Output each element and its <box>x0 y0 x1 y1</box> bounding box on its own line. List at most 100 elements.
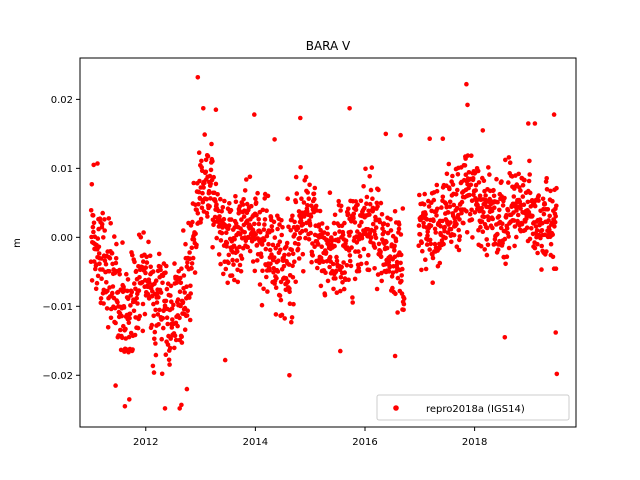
data-point <box>210 245 215 250</box>
data-point <box>553 266 559 272</box>
data-point <box>257 282 263 287</box>
data-point <box>237 244 242 250</box>
data-point <box>504 226 510 231</box>
data-point <box>372 266 377 271</box>
data-point <box>131 308 137 314</box>
data-point <box>230 257 235 263</box>
data-point <box>133 268 139 274</box>
data-point <box>182 290 187 295</box>
data-point <box>219 209 224 214</box>
data-point <box>376 187 381 193</box>
data-point <box>127 397 132 402</box>
data-point <box>298 115 303 121</box>
data-point <box>252 221 257 227</box>
data-point <box>101 301 106 306</box>
data-point <box>514 208 519 213</box>
data-point <box>220 205 226 210</box>
data-point <box>126 334 132 340</box>
data-point <box>307 223 313 228</box>
data-point <box>271 219 277 225</box>
data-point <box>386 269 392 274</box>
data-point <box>392 248 397 253</box>
data-point <box>539 243 544 249</box>
data-point <box>325 231 331 237</box>
data-point <box>265 289 270 294</box>
data-point <box>160 280 165 286</box>
data-point <box>526 210 532 215</box>
data-point <box>398 252 404 258</box>
data-point <box>455 187 460 193</box>
data-point <box>526 121 531 126</box>
data-point <box>146 239 151 245</box>
data-point <box>447 199 453 205</box>
data-point <box>516 171 521 177</box>
data-point <box>194 242 199 248</box>
data-point <box>348 263 354 269</box>
data-point <box>275 242 281 248</box>
data-point <box>465 102 470 108</box>
data-point <box>205 154 211 159</box>
data-point <box>338 208 343 213</box>
data-point <box>506 155 512 160</box>
data-point <box>171 302 176 308</box>
data-point <box>532 203 538 209</box>
data-point <box>326 238 331 244</box>
data-point <box>121 284 126 290</box>
data-point <box>113 320 118 326</box>
data-point <box>221 216 227 222</box>
data-point <box>442 228 447 234</box>
data-point <box>491 187 496 193</box>
data-point <box>244 201 250 207</box>
data-point <box>214 235 219 241</box>
data-point <box>440 218 445 224</box>
data-point <box>164 315 170 321</box>
data-point <box>239 217 244 222</box>
data-point <box>385 230 391 236</box>
data-point <box>547 213 552 219</box>
data-point <box>275 269 281 274</box>
data-point <box>454 221 459 227</box>
data-point <box>312 185 318 191</box>
data-point <box>242 188 248 193</box>
data-point <box>473 182 479 188</box>
data-point <box>222 198 227 204</box>
data-point <box>421 202 427 207</box>
data-point <box>347 258 353 264</box>
data-point <box>554 371 560 377</box>
data-point <box>550 198 555 204</box>
data-point <box>205 214 210 219</box>
data-point <box>485 242 491 248</box>
data-point <box>338 288 343 294</box>
data-point <box>484 237 490 242</box>
data-point <box>427 237 433 243</box>
data-point <box>132 259 137 265</box>
data-point <box>553 214 558 219</box>
data-point <box>156 251 162 257</box>
data-point <box>352 276 358 282</box>
data-point <box>341 260 346 265</box>
data-point <box>196 150 202 155</box>
data-point <box>132 332 138 338</box>
data-point <box>373 225 379 230</box>
data-point <box>301 269 306 274</box>
data-point <box>102 228 107 233</box>
data-point <box>119 313 124 319</box>
data-point <box>168 283 174 289</box>
data-point <box>478 224 483 230</box>
data-point <box>480 128 486 133</box>
data-point <box>449 239 454 245</box>
data-point <box>185 260 190 265</box>
data-point <box>110 290 115 296</box>
data-point <box>352 220 358 225</box>
data-point <box>390 270 396 276</box>
data-point <box>138 235 144 240</box>
data-point <box>271 270 276 275</box>
data-point <box>181 228 186 233</box>
data-point <box>286 252 292 257</box>
data-point <box>189 261 195 266</box>
data-point <box>334 258 340 264</box>
data-point <box>158 267 163 273</box>
data-point <box>125 277 131 282</box>
data-point <box>341 286 347 292</box>
data-point <box>189 266 194 271</box>
